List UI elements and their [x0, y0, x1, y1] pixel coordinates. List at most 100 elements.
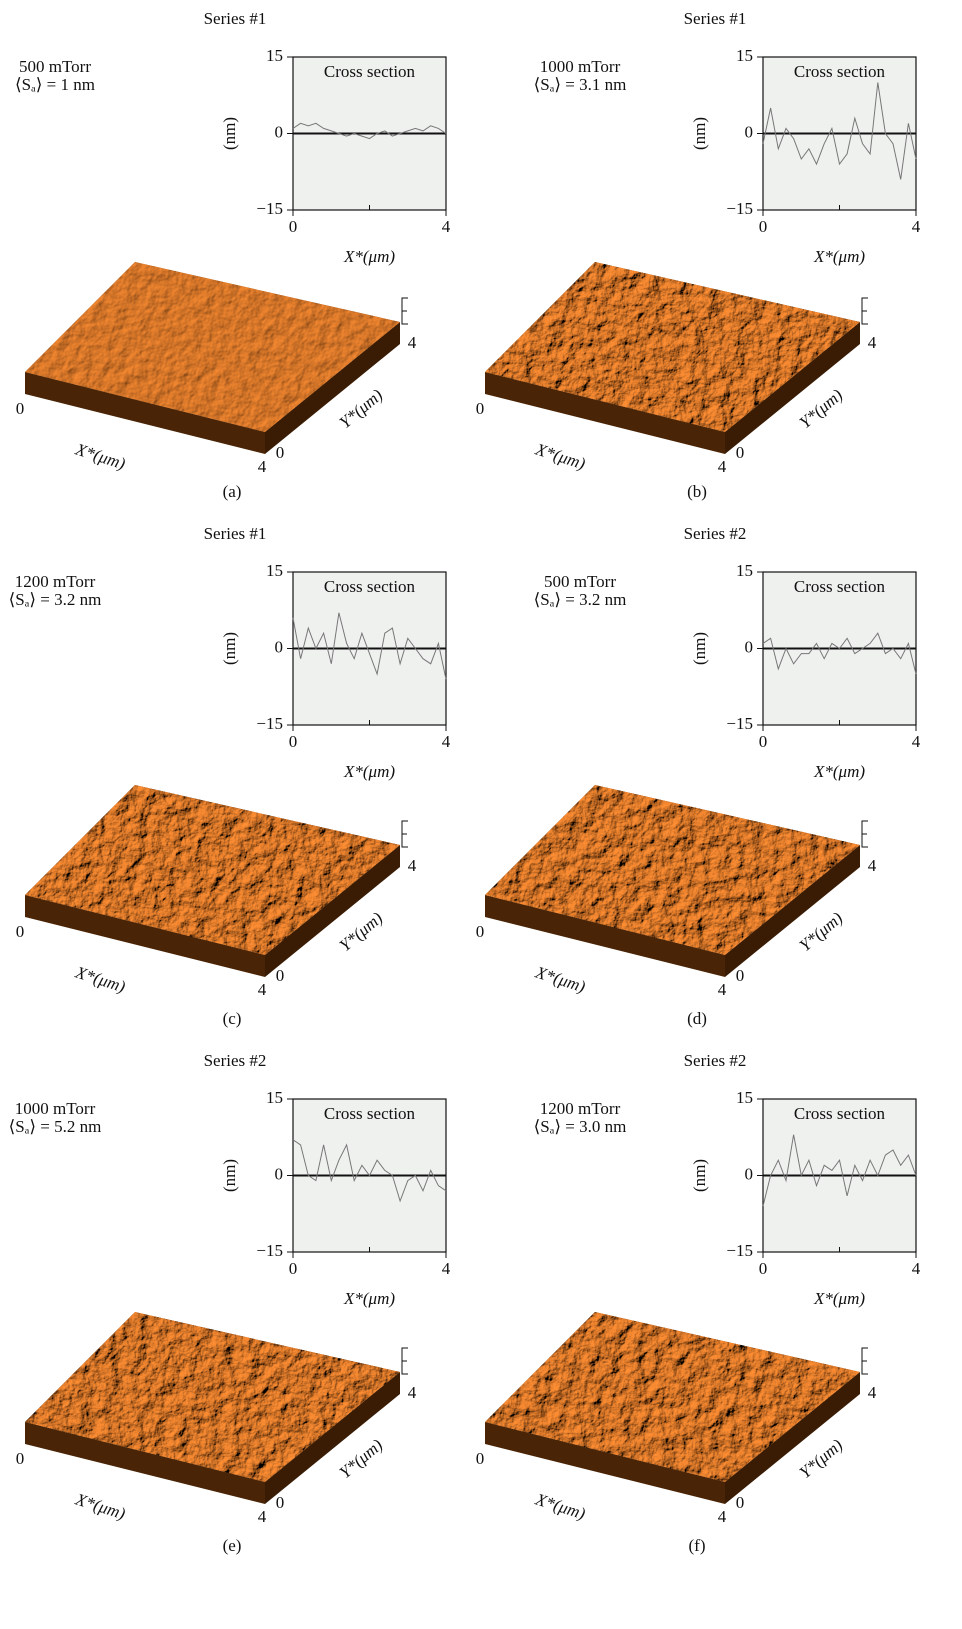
y-tick-label: −15: [256, 714, 283, 733]
y-tick-label: −15: [256, 199, 283, 218]
surface-x-tick: 4: [258, 1507, 267, 1526]
surface-y-tick: 0: [736, 1493, 745, 1512]
y-tick-label: 0: [275, 122, 284, 141]
pressure-label: 1000 mTorr: [540, 57, 621, 76]
surface-y-label: Y*(μm): [336, 908, 387, 955]
surface-y-label: Y*(μm): [336, 385, 387, 432]
y-axis-label: (nm): [690, 117, 709, 150]
x-axis-label: X*(μm): [813, 247, 865, 266]
y-axis-label: (nm): [220, 117, 239, 150]
x-tick-label: 4: [442, 217, 451, 236]
surface-side: [725, 845, 860, 977]
y-axis-label: (nm): [690, 632, 709, 665]
surface-top: [25, 262, 400, 432]
surface-side: [725, 322, 860, 454]
y-tick-label: 0: [745, 1164, 754, 1183]
x-axis-label: X*(μm): [813, 1289, 865, 1308]
surface-side: [485, 1422, 725, 1504]
series-label: Series #1: [204, 524, 267, 543]
surface-x-tick: 0: [16, 1449, 25, 1468]
y-tick-label: 0: [745, 122, 754, 141]
panel-label: (a): [223, 482, 242, 501]
surface-y-tick: 4: [868, 333, 877, 352]
series-label: Series #2: [204, 1051, 267, 1070]
surface-side: [25, 372, 265, 454]
roughness-label: ⟨Sₐ⟩ = 3.2 nm: [534, 590, 627, 609]
panel-label: (d): [687, 1009, 707, 1028]
roughness-label: ⟨Sₐ⟩ = 3.0 nm: [534, 1117, 627, 1136]
surface-x-tick: 0: [16, 922, 25, 941]
surface-side: [265, 845, 400, 977]
x-tick-label: 4: [442, 732, 451, 751]
surface-x-label: X*(μm): [532, 962, 588, 996]
pressure-label: 500 mTorr: [19, 57, 91, 76]
y-axis-label: (nm): [220, 1159, 239, 1192]
roughness-label: ⟨Sₐ⟩ = 1 nm: [15, 75, 95, 94]
surface-x-tick: 4: [718, 1507, 727, 1526]
surface-x-tick: 4: [718, 457, 727, 476]
z-scale: [861, 1347, 868, 1375]
pressure-label: 1000 mTorr: [15, 1099, 96, 1118]
pressure-label: 1200 mTorr: [15, 572, 96, 591]
cross-section-line: [762, 82, 917, 180]
surface-top: [25, 1312, 400, 1482]
surface-y-tick: 0: [736, 443, 745, 462]
cross-section-line: [292, 1139, 447, 1203]
roughness-label: ⟨Sₐ⟩ = 3.2 nm: [9, 590, 102, 609]
surface-y-tick: 0: [276, 1493, 285, 1512]
y-axis-label: (nm): [220, 632, 239, 665]
y-axis-label: (nm): [690, 1159, 709, 1192]
x-axis-label: X*(μm): [813, 762, 865, 781]
surface-x-tick: 0: [476, 1449, 485, 1468]
surface-y-label: Y*(μm): [796, 908, 847, 955]
chart-title: Cross section: [324, 577, 416, 596]
x-tick-label: 4: [912, 217, 921, 236]
surface-x-label: X*(μm): [72, 439, 128, 473]
y-tick-label: 15: [736, 1088, 753, 1107]
surface-top: [485, 262, 860, 432]
surface-y-tick: 4: [408, 856, 417, 875]
x-axis-label: X*(μm): [343, 1289, 395, 1308]
roughness-label: ⟨Sₐ⟩ = 3.1 nm: [534, 75, 627, 94]
y-tick-label: 0: [745, 637, 754, 656]
y-tick-label: 15: [736, 561, 753, 580]
series-label: Series #1: [204, 9, 267, 28]
surface-top: [25, 785, 400, 955]
surface-x-label: X*(μm): [72, 962, 128, 996]
surface-y-tick: 4: [868, 856, 877, 875]
y-tick-label: 0: [275, 637, 284, 656]
surface-y-tick: 4: [408, 333, 417, 352]
x-tick-label: 4: [912, 732, 921, 751]
z-scale: [401, 1347, 408, 1375]
x-tick-label: 0: [289, 732, 298, 751]
chart-title: Cross section: [324, 62, 416, 81]
surface-y-tick: 4: [408, 1383, 417, 1402]
surface-side: [265, 322, 400, 454]
x-tick-label: 4: [912, 1259, 921, 1278]
y-tick-label: −15: [726, 1241, 753, 1260]
x-tick-label: 0: [289, 217, 298, 236]
chart-title: Cross section: [324, 1104, 416, 1123]
series-label: Series #2: [684, 524, 747, 543]
surface-top: [485, 1312, 860, 1482]
z-scale: [861, 820, 868, 848]
surface-side: [25, 895, 265, 977]
x-axis-label: X*(μm): [343, 762, 395, 781]
surface-x-label: X*(μm): [72, 1489, 128, 1523]
y-tick-label: 15: [266, 46, 283, 65]
surface-y-tick: 4: [868, 1383, 877, 1402]
surface-x-tick: 0: [476, 399, 485, 418]
surface-x-tick: 0: [16, 399, 25, 418]
y-tick-label: 15: [266, 1088, 283, 1107]
surface-x-tick: 4: [718, 980, 727, 999]
y-tick-label: 0: [275, 1164, 284, 1183]
surface-side: [265, 1372, 400, 1504]
surface-y-tick: 0: [736, 966, 745, 985]
z-scale: [861, 297, 868, 325]
surface-side: [485, 895, 725, 977]
chart-title: Cross section: [794, 62, 886, 81]
surface-y-tick: 0: [276, 966, 285, 985]
cross-section-line: [292, 612, 447, 680]
surface-y-label: Y*(μm): [796, 385, 847, 432]
